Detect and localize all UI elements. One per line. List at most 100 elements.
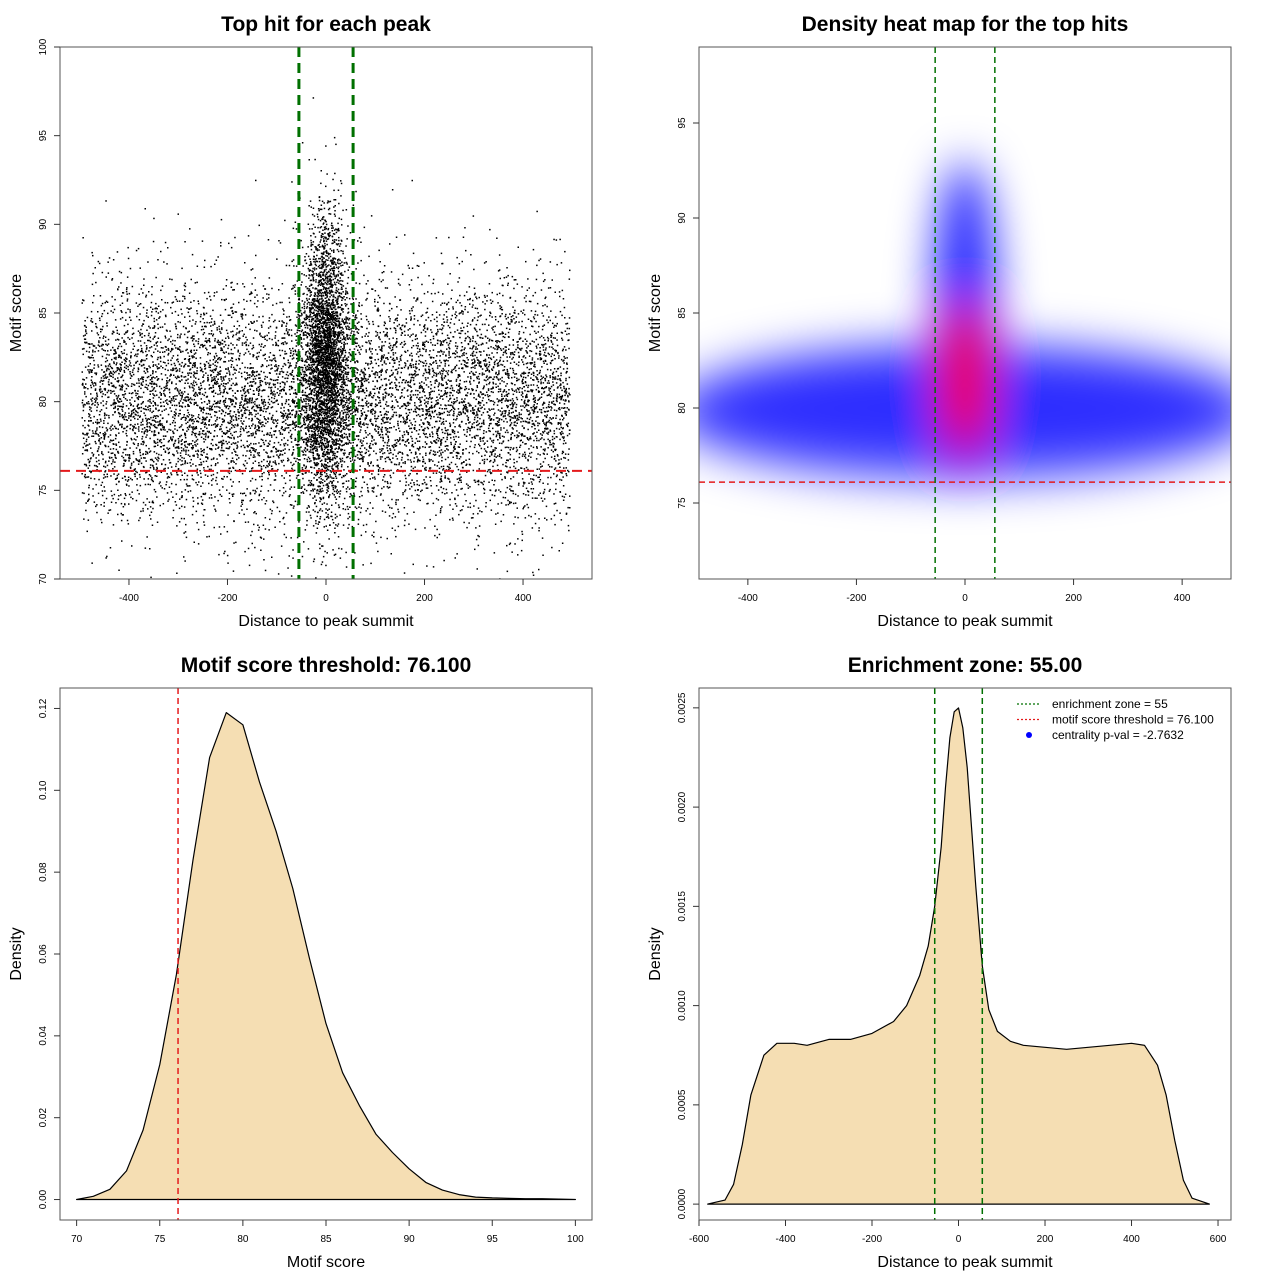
scatter-point xyxy=(352,333,355,336)
scatter-point xyxy=(370,350,372,353)
scatter-point xyxy=(346,335,348,338)
scatter-point xyxy=(140,288,143,290)
scatter-point xyxy=(226,554,229,557)
scatter-point xyxy=(521,325,523,328)
scatter-point xyxy=(96,427,98,429)
scatter-point xyxy=(192,418,194,421)
scatter-point xyxy=(313,467,316,469)
scatter-point xyxy=(357,411,359,413)
scatter-point xyxy=(164,337,167,339)
scatter-point xyxy=(174,425,176,427)
scatter-point xyxy=(403,418,405,420)
scatter-point xyxy=(227,514,229,516)
scatter-point xyxy=(163,392,165,395)
scatter-point xyxy=(212,458,215,460)
scatter-point xyxy=(229,502,231,504)
scatter-point xyxy=(501,393,503,396)
scatter-point xyxy=(565,442,567,444)
scatter-point xyxy=(354,552,356,554)
scatter-point xyxy=(314,342,316,344)
scatter-point xyxy=(268,297,270,299)
scatter-point xyxy=(258,427,260,430)
scatter-point xyxy=(112,403,114,406)
scatter-point xyxy=(148,339,150,342)
scatter-point xyxy=(359,423,362,425)
scatter-point xyxy=(459,473,461,476)
scatter-point xyxy=(408,284,411,286)
scatter-point xyxy=(285,512,288,514)
scatter-point xyxy=(437,399,439,401)
scatter-point xyxy=(234,406,236,408)
scatter-point xyxy=(445,311,448,313)
scatter-point xyxy=(174,388,176,390)
scatter-point xyxy=(326,419,328,421)
scatter-point xyxy=(401,367,403,369)
scatter-point xyxy=(245,399,247,402)
scatter-point xyxy=(551,376,554,378)
scatter-point xyxy=(541,500,544,502)
scatter-point xyxy=(215,368,217,371)
scatter-point xyxy=(287,361,290,364)
scatter-point xyxy=(377,431,380,433)
scatter-point xyxy=(409,289,412,291)
scatter-point xyxy=(225,383,228,385)
scatter-point xyxy=(213,400,216,402)
scatter-point xyxy=(398,463,400,466)
scatter-point xyxy=(472,345,475,347)
scatter-point xyxy=(492,449,494,451)
scatter-point xyxy=(367,463,369,465)
scatter-point xyxy=(128,392,131,394)
scatter-point xyxy=(345,416,347,419)
scatter-point xyxy=(193,380,195,382)
scatter-point xyxy=(499,356,502,359)
scatter-point xyxy=(266,293,268,295)
scatter-point xyxy=(224,399,226,402)
scatter-point xyxy=(390,476,392,479)
scatter-point xyxy=(457,436,460,438)
scatter-point xyxy=(180,440,182,442)
scatter-point xyxy=(85,438,88,441)
scatter-point xyxy=(512,306,514,308)
scatter-point xyxy=(224,414,226,417)
scatter-point xyxy=(502,415,505,418)
scatter-point xyxy=(365,417,367,419)
scatter-point xyxy=(285,352,288,355)
scatter-point xyxy=(443,351,445,353)
scatter-point xyxy=(527,278,529,280)
scatter-point xyxy=(266,298,268,300)
scatter-point xyxy=(404,362,406,364)
scatter-point xyxy=(217,371,219,374)
scatter-point xyxy=(532,405,535,408)
scatter-point xyxy=(261,390,263,392)
scatter-point xyxy=(452,403,455,405)
scatter-point xyxy=(273,433,275,436)
scatter-point xyxy=(115,356,117,359)
scatter-point xyxy=(257,394,260,396)
scatter-point xyxy=(190,301,192,303)
scatter-point xyxy=(378,392,380,394)
scatter-point xyxy=(149,427,151,429)
scatter-point xyxy=(365,315,368,318)
scatter-point xyxy=(521,382,524,385)
scatter-point xyxy=(460,342,463,344)
scatter-point xyxy=(509,419,511,422)
scatter-point xyxy=(170,369,172,371)
scatter-point xyxy=(156,365,158,368)
scatter-point xyxy=(215,510,217,512)
scatter-point xyxy=(260,445,263,447)
scatter-point xyxy=(312,354,315,357)
scatter-point xyxy=(375,418,378,420)
scatter-point xyxy=(272,402,274,404)
scatter-point xyxy=(452,450,455,452)
scatter-point xyxy=(192,505,194,508)
scatter-point xyxy=(105,377,107,379)
scatter-point xyxy=(113,493,116,496)
scatter-point xyxy=(375,424,377,426)
scatter-point xyxy=(114,353,116,355)
scatter-point xyxy=(161,378,163,381)
scatter-point xyxy=(322,490,324,492)
scatter-point xyxy=(141,435,144,438)
scatter-point xyxy=(145,379,147,382)
scatter-point xyxy=(358,458,361,460)
scatter-point xyxy=(479,445,481,447)
